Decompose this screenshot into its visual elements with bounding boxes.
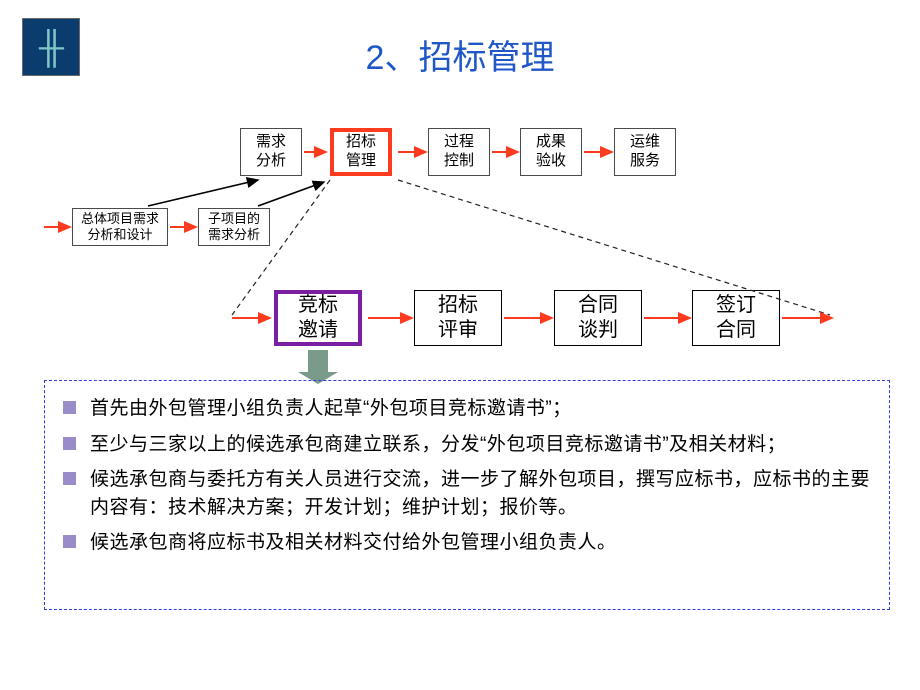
mid-step-line2: 评审 [438, 318, 478, 343]
bullet-row-0: 首先由外包管理小组负责人起草“外包项目竞标邀请书”； [63, 395, 871, 423]
top-step-line2: 服务 [630, 152, 660, 171]
bullet-text: 至少与三家以上的候选承包商建立联系，分发“外包项目竞标邀请书”及相关材料； [90, 431, 786, 459]
sub-step-line2: 需求分析 [208, 227, 260, 243]
top-step-line1: 需求 [256, 133, 286, 152]
top-step-0: 需求分析 [240, 128, 302, 176]
bullet-row-2: 候选承包商与委托方有关人员进行交流，进一步了解外包项目，撰写应标书，应标书的主要… [63, 466, 871, 521]
mid-step-line1: 竞标 [298, 293, 338, 318]
mid-step-line1: 合同 [578, 293, 618, 318]
mid-step-3: 签订合同 [692, 290, 780, 346]
top-step-line2: 分析 [256, 152, 286, 171]
bullet-icon [63, 535, 76, 548]
mid-step-line2: 谈判 [578, 318, 618, 343]
bullet-row-1: 至少与三家以上的候选承包商建立联系，分发“外包项目竞标邀请书”及相关材料； [63, 431, 871, 459]
mid-step-line1: 签订 [716, 293, 756, 318]
sub-step-line2: 分析和设计 [87, 227, 152, 243]
top-step-1: 招标管理 [330, 128, 392, 176]
top-step-4: 运维服务 [614, 128, 676, 176]
top-step-line1: 运维 [630, 133, 660, 152]
top-step-3: 成果验收 [520, 128, 582, 176]
bullet-row-3: 候选承包商将应标书及相关材料交付给外包管理小组负责人。 [63, 529, 871, 557]
mid-step-0: 竞标邀请 [274, 290, 362, 346]
top-step-line2: 控制 [444, 152, 474, 171]
sub-step-line1: 子项目的 [208, 211, 260, 227]
bullet-icon [63, 437, 76, 450]
sub-step-1: 子项目的需求分析 [198, 208, 270, 246]
bullet-icon [63, 401, 76, 414]
bullets-panel: 首先由外包管理小组负责人起草“外包项目竞标邀请书”； 至少与三家以上的候选承包商建… [44, 380, 890, 610]
top-step-line1: 招标 [346, 133, 376, 152]
top-step-2: 过程控制 [428, 128, 490, 176]
page-title: 2、招标管理 [0, 30, 920, 79]
mid-step-line1: 招标 [438, 293, 478, 318]
mid-step-2: 合同谈判 [554, 290, 642, 346]
bullet-text: 候选承包商与委托方有关人员进行交流，进一步了解外包项目，撰写应标书，应标书的主要… [90, 466, 871, 521]
sub-step-line1: 总体项目需求 [81, 211, 159, 227]
sub-step-0: 总体项目需求分析和设计 [72, 208, 168, 246]
bullet-text: 候选承包商将应标书及相关材料交付给外包管理小组负责人。 [90, 529, 617, 557]
mid-step-line2: 邀请 [298, 318, 338, 343]
mid-step-line2: 合同 [716, 318, 756, 343]
mid-step-1: 招标评审 [414, 290, 502, 346]
top-step-line2: 验收 [536, 152, 566, 171]
top-step-line1: 过程 [444, 133, 474, 152]
bullet-icon [63, 472, 76, 485]
bullet-text: 首先由外包管理小组负责人起草“外包项目竞标邀请书”； [90, 395, 572, 423]
top-step-line1: 成果 [536, 133, 566, 152]
top-step-line2: 管理 [346, 152, 376, 171]
